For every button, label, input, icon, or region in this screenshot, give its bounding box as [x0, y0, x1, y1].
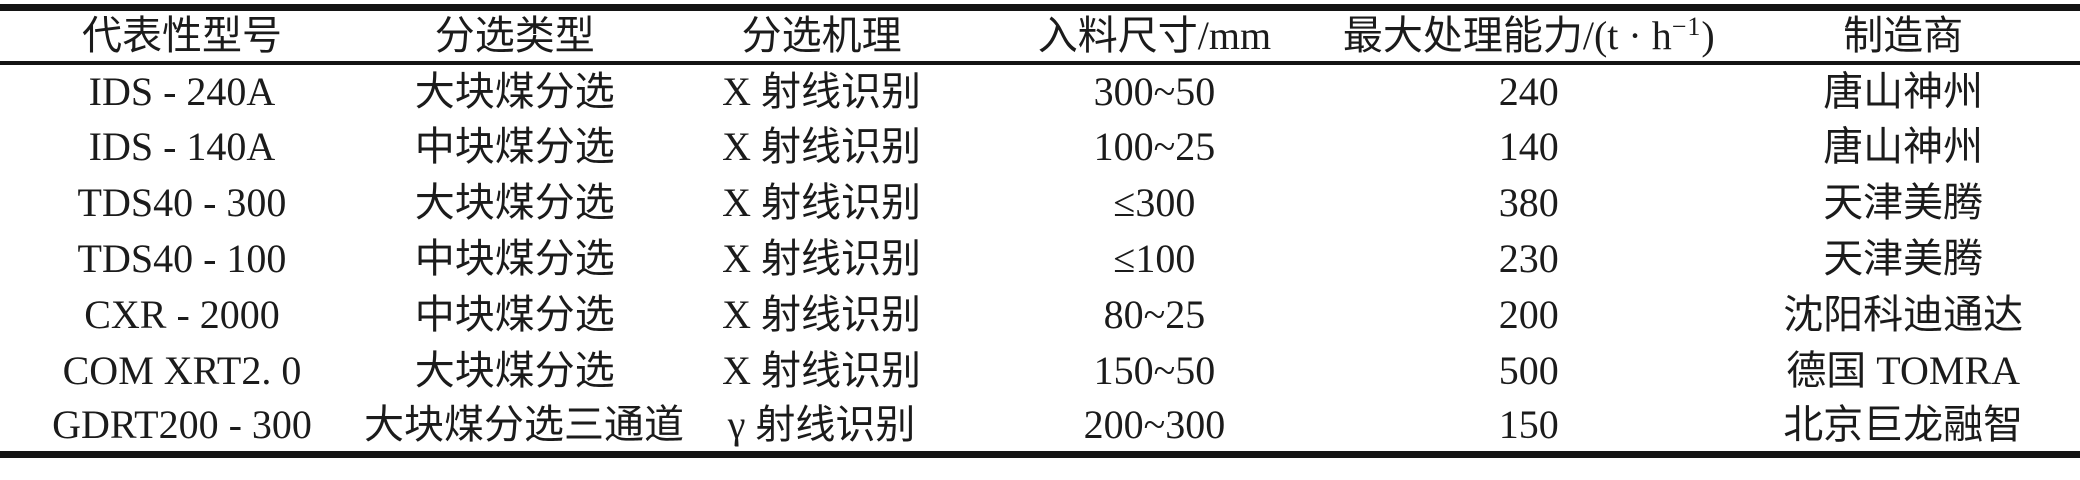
table-row: IDS - 240A 大块煤分选 X 射线识别 300~50 240 唐山神州: [0, 63, 2080, 119]
cell-model: TDS40 - 300: [77, 179, 287, 225]
table-header: 代表性型号 分选类型 分选机理 入料尺寸/mm 最大处理能力/(t · h−1)…: [0, 8, 2080, 63]
col-header-feed-size: 入料尺寸/mm: [1037, 12, 1272, 58]
table-row: CXR - 2000 中块煤分选 X 射线识别 80~25 200 沈阳科迪通达: [0, 287, 2080, 343]
col-header-mechanism: 分选机理: [741, 12, 902, 58]
col-header-manufacturer: 制造商: [1843, 12, 1964, 58]
table-row: GDRT200 - 300 大块煤分选三通道 γ 射线识别 200~300 15…: [0, 399, 2080, 455]
col-header-capacity: 最大处理能力/(t · h−1): [1331, 8, 1726, 63]
cell-feed-size: ≤100: [1113, 235, 1196, 281]
table-row: IDS - 140A 中块煤分选 X 射线识别 100~25 140 唐山神州: [0, 119, 2080, 175]
cell-sort-type: 中块煤分选: [414, 123, 615, 169]
cell-sort-type: 中块煤分选: [414, 235, 615, 281]
cell-capacity: 230: [1498, 235, 1559, 281]
cell-capacity: 140: [1498, 123, 1559, 169]
table-row: TDS40 - 300 大块煤分选 X 射线识别 ≤300 380 天津美腾: [0, 175, 2080, 231]
cell-feed-size: 150~50: [1093, 347, 1216, 393]
cell-manufacturer: 天津美腾: [1823, 179, 1984, 225]
cell-sort-type: 大块煤分选三通道: [364, 401, 684, 447]
cell-capacity: 200: [1498, 291, 1559, 337]
cell-sort-type: 大块煤分选: [414, 347, 615, 393]
cell-capacity: 500: [1498, 347, 1559, 393]
cell-feed-size: 200~300: [1083, 401, 1226, 447]
table-row: COM XRT2. 0 大块煤分选 X 射线识别 150~50 500 德国 T…: [0, 343, 2080, 399]
cell-mechanism: X 射线识别: [722, 291, 922, 337]
cell-model: CXR - 2000: [84, 291, 280, 337]
cell-sort-type: 中块煤分选: [414, 291, 615, 337]
cell-mechanism: γ 射线识别: [727, 401, 916, 447]
cell-feed-size: 300~50: [1093, 68, 1216, 114]
cell-model: IDS - 240A: [88, 68, 276, 114]
cell-manufacturer: 北京巨龙融智: [1783, 401, 2024, 447]
cell-model: IDS - 140A: [88, 123, 276, 169]
header-row: 代表性型号 分选类型 分选机理 入料尺寸/mm 最大处理能力/(t · h−1)…: [0, 8, 2080, 63]
cell-feed-size: 80~25: [1103, 291, 1206, 337]
cell-feed-size: ≤300: [1113, 179, 1196, 225]
cell-manufacturer: 天津美腾: [1823, 235, 1984, 281]
cell-model: TDS40 - 100: [77, 235, 287, 281]
cell-feed-size: 100~25: [1093, 123, 1216, 169]
capacity-unit-superscript: −1: [1671, 11, 1702, 41]
cell-mechanism: X 射线识别: [722, 123, 922, 169]
cell-capacity: 240: [1498, 68, 1559, 114]
cell-model: GDRT200 - 300: [52, 401, 312, 447]
capacity-unit-prefix: 最大处理能力/(t · h: [1342, 12, 1672, 58]
cell-mechanism: X 射线识别: [722, 347, 922, 393]
cell-capacity: 380: [1498, 179, 1559, 225]
cell-manufacturer: 德国 TOMRA: [1786, 347, 2021, 393]
cell-sort-type: 大块煤分选: [414, 68, 615, 114]
cell-mechanism: X 射线识别: [722, 235, 922, 281]
coal-sorter-spec-table: 代表性型号 分选类型 分选机理 入料尺寸/mm 最大处理能力/(t · h−1)…: [0, 4, 2080, 458]
cell-manufacturer: 唐山神州: [1823, 68, 1984, 114]
table-row: TDS40 - 100 中块煤分选 X 射线识别 ≤100 230 天津美腾: [0, 231, 2080, 287]
table-body: IDS - 240A 大块煤分选 X 射线识别 300~50 240 唐山神州 …: [0, 63, 2080, 455]
cell-model: COM XRT2. 0: [62, 347, 302, 393]
cell-sort-type: 大块煤分选: [414, 179, 615, 225]
cell-capacity: 150: [1498, 401, 1559, 447]
col-header-model: 代表性型号: [82, 12, 282, 58]
cell-manufacturer: 沈阳科迪通达: [1783, 291, 2024, 337]
cell-mechanism: X 射线识别: [722, 68, 922, 114]
cell-manufacturer: 唐山神州: [1823, 123, 1984, 169]
col-header-sort-type: 分选类型: [434, 12, 595, 58]
cell-mechanism: X 射线识别: [722, 179, 922, 225]
capacity-unit-suffix: ): [1701, 12, 1715, 58]
